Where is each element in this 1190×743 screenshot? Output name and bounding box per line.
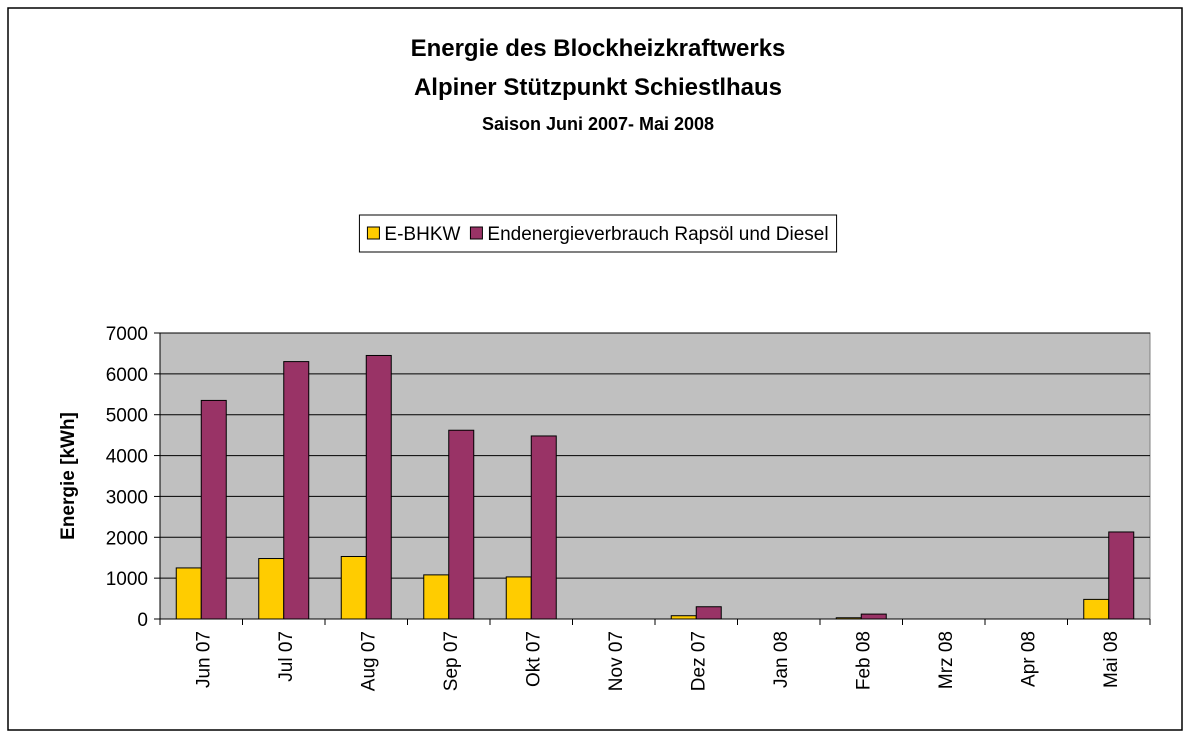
bar xyxy=(1083,598,1110,620)
bar xyxy=(670,615,697,620)
x-tick-label: Jun 07 xyxy=(193,631,214,688)
y-tick-label: 1000 xyxy=(106,569,148,590)
bar xyxy=(835,617,862,620)
x-tick-label: Jan 08 xyxy=(771,631,792,688)
legend-label: E-BHKW xyxy=(384,224,460,245)
legend: E-BHKW Endenergieverbrauch Rapsöl und Die… xyxy=(358,214,838,253)
x-tick-label: Nov 07 xyxy=(606,631,627,691)
bar xyxy=(860,613,887,620)
y-tick-label: 5000 xyxy=(106,406,148,427)
x-tick-label: Okt 07 xyxy=(523,631,544,687)
x-tick-label: Sep 07 xyxy=(441,631,462,691)
legend-swatch xyxy=(469,226,483,240)
x-tick-label: Mai 08 xyxy=(1101,631,1122,688)
y-tick-label: 6000 xyxy=(106,365,148,386)
bar xyxy=(695,606,722,620)
bar xyxy=(365,354,392,620)
y-tick-label: 2000 xyxy=(106,528,148,549)
legend-box xyxy=(358,214,838,253)
x-tick-label: Dez 07 xyxy=(688,631,709,691)
bar xyxy=(448,429,475,620)
y-axis-label: Energie [kWh] xyxy=(58,412,79,540)
bar xyxy=(200,399,227,620)
x-tick-label: Feb 08 xyxy=(853,631,874,690)
plot-area xyxy=(159,332,1151,620)
x-tick-label: Mrz 08 xyxy=(936,631,957,689)
chart-subtitle: Saison Juni 2007- Mai 2008 xyxy=(482,114,714,134)
chart-title: Alpiner Stützpunkt Schiestlhaus xyxy=(414,74,782,101)
x-tick-label: Jul 07 xyxy=(276,631,297,682)
y-tick-label: 7000 xyxy=(106,324,148,345)
x-tick-label: Apr 08 xyxy=(1018,631,1039,687)
bar xyxy=(258,558,285,620)
legend-swatch xyxy=(366,226,380,240)
bar xyxy=(423,574,450,620)
y-tick-label: 0 xyxy=(137,610,148,631)
bar xyxy=(1108,531,1135,620)
bar xyxy=(283,361,310,620)
bar xyxy=(530,435,557,620)
bar xyxy=(175,567,202,620)
y-tick-label: 4000 xyxy=(106,447,148,468)
y-tick-label: 3000 xyxy=(106,487,148,508)
chart-title: Energie des Blockheizkraftwerks xyxy=(411,35,786,62)
bar xyxy=(505,576,532,620)
x-tick-label: Aug 07 xyxy=(358,631,379,691)
bar xyxy=(340,555,367,620)
legend-label: Endenergieverbrauch Rapsöl und Diesel xyxy=(487,224,828,245)
